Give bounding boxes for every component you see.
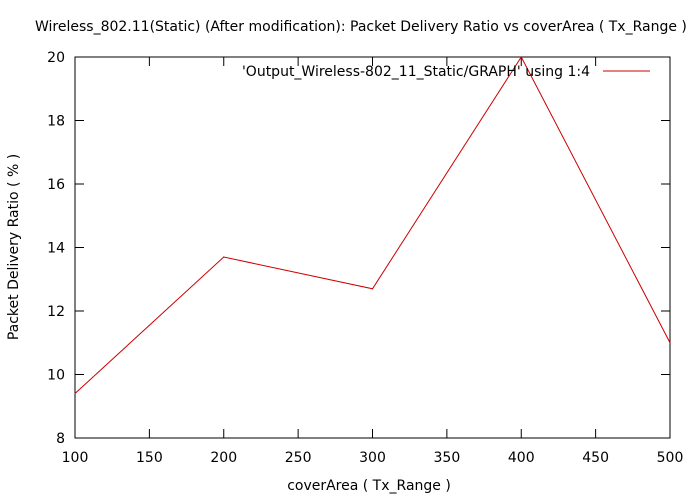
data-point: [371, 288, 374, 290]
y-tick-label: 10: [47, 368, 65, 384]
x-tick-label: 500: [657, 450, 684, 466]
data-point: [520, 56, 522, 58]
legend-label: 'Output_Wireless-802_11_Static/GRAPH' us…: [242, 64, 590, 80]
x-tick-label: 100: [62, 450, 89, 466]
legend: 'Output_Wireless-802_11_Static/GRAPH' us…: [242, 64, 650, 80]
y-axis-label: Packet Delivery Ratio ( % ): [6, 154, 22, 340]
x-tick-label: 200: [210, 450, 237, 466]
x-tick-label: 300: [359, 450, 386, 466]
x-tick-label: 400: [508, 450, 535, 466]
chart-title: Wireless_802.11(Static) (After modificat…: [35, 19, 687, 35]
x-axis-label: coverArea ( Tx_Range ): [287, 478, 451, 494]
x-tick-label: 150: [136, 450, 163, 466]
x-tick-label: 250: [285, 450, 312, 466]
plot-frame: [74, 56, 671, 439]
x-axis-ticks: 100 150 200 250 300 350 400 450 500: [62, 57, 684, 466]
data-point: [669, 342, 671, 344]
data-point: [74, 392, 76, 395]
y-axis-ticks: 8 10 12 14 16 18 20: [47, 50, 670, 447]
data-point: [223, 256, 225, 258]
y-tick-label: 12: [47, 304, 65, 320]
x-tick-label: 450: [582, 450, 609, 466]
y-tick-label: 14: [47, 241, 65, 257]
y-tick-label: 8: [56, 431, 65, 447]
x-tick-label: 350: [434, 450, 461, 466]
series-layer: [74, 56, 671, 395]
y-tick-label: 18: [47, 114, 65, 130]
series-line: [74, 56, 671, 394]
y-tick-label: 20: [47, 50, 65, 66]
y-tick-label: 16: [47, 177, 65, 193]
